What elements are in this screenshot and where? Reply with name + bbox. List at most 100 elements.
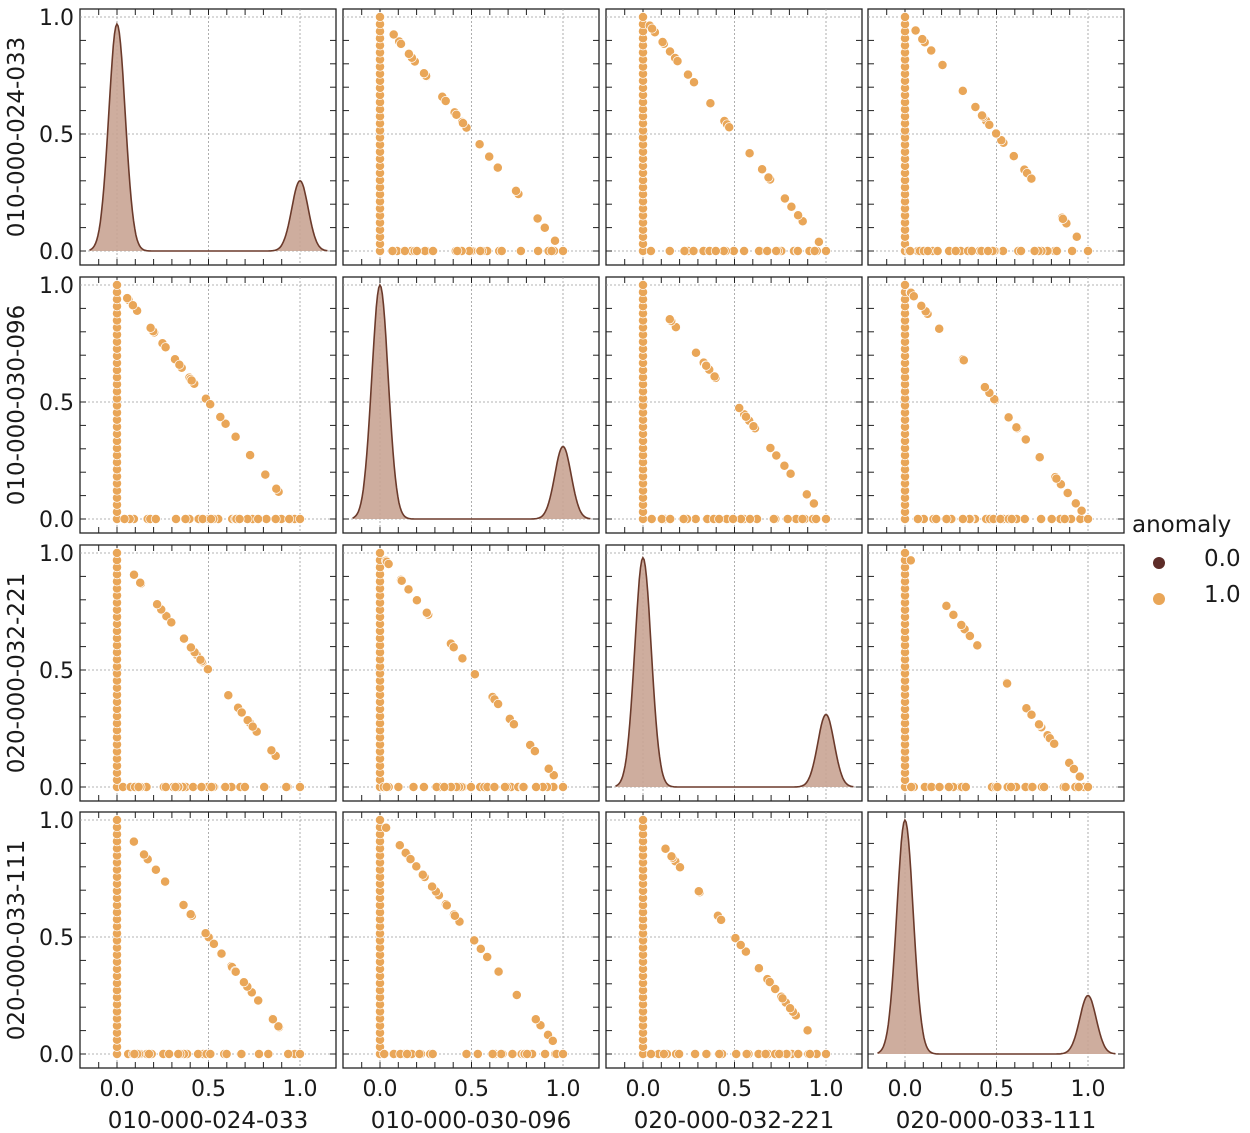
scatter-point — [916, 300, 927, 311]
y-tick-label: 0.0 — [39, 240, 74, 265]
scatter-point — [710, 246, 721, 256]
scatter-point — [533, 246, 544, 256]
scatter-point — [230, 431, 241, 442]
scatter-point — [253, 514, 264, 524]
scatter-point — [1049, 738, 1060, 749]
scatter-point — [1067, 246, 1078, 256]
scatter-point — [943, 782, 954, 792]
scatter-point — [801, 489, 812, 500]
scatter-point — [193, 1049, 204, 1059]
scatter-point — [964, 631, 975, 641]
scatter-point — [941, 600, 952, 611]
scatter-point — [638, 280, 648, 290]
scatter-point — [540, 1049, 551, 1059]
scatter-point — [206, 514, 216, 524]
scatter-point — [765, 443, 776, 453]
scatter-point — [530, 1014, 541, 1025]
y-tick-label: 0.5 — [39, 659, 74, 684]
scatter-point — [532, 213, 543, 224]
scatter-point — [1034, 719, 1044, 730]
scatter-point — [992, 782, 1003, 792]
legend-label-1: 1.0 — [1204, 582, 1241, 608]
scatter-point — [1034, 452, 1045, 463]
scatter-point — [543, 763, 554, 774]
scatter-point — [427, 1049, 438, 1059]
scatter-point — [458, 118, 468, 129]
scatter-point — [672, 56, 683, 67]
scatter-point — [375, 815, 385, 825]
scatter-point — [665, 514, 676, 524]
scatter-point — [908, 291, 919, 302]
scatter-point — [408, 782, 419, 792]
scatter-point — [1083, 514, 1093, 524]
scatter-point — [716, 914, 727, 925]
x-tick-label: 0.0 — [888, 1077, 923, 1102]
scatter-point — [283, 1049, 294, 1059]
scatter-point — [638, 12, 648, 22]
scatter-point — [518, 782, 529, 792]
scatter-point — [558, 246, 568, 256]
scatter-point — [950, 246, 961, 256]
kde-line — [615, 555, 854, 788]
scatter-point — [638, 815, 648, 825]
scatter-point — [180, 514, 191, 524]
scatter-point — [208, 938, 219, 949]
scatter-point — [770, 984, 781, 994]
panel-1-3 — [867, 276, 1125, 534]
scatter-point — [457, 653, 468, 664]
panel-2-2 — [605, 544, 863, 802]
panel-2-0: 0.0 0.5 1.0 020-000-032-221 — [4, 542, 337, 802]
scatter-point — [196, 782, 207, 792]
scatter-point — [714, 514, 725, 524]
scatter-point — [728, 514, 739, 524]
scatter-point — [664, 314, 675, 325]
scatter-point — [381, 822, 392, 833]
scatter-point — [777, 993, 788, 1004]
scatter-point — [1060, 782, 1071, 792]
scatter-point — [220, 418, 231, 429]
scatter-point — [387, 246, 398, 256]
scatter-point — [129, 1049, 140, 1059]
scatter-point — [379, 1049, 390, 1059]
scatter-point — [970, 102, 981, 112]
scatter-point — [546, 246, 557, 256]
scatter-point — [245, 450, 256, 461]
scatter-point — [960, 782, 971, 792]
panel-1-2 — [605, 276, 863, 534]
scatter-point — [500, 782, 510, 792]
scatter-point — [394, 840, 405, 851]
y-tick-label: 1.0 — [39, 6, 74, 31]
scatter-point — [811, 514, 822, 524]
scatter-point — [220, 782, 231, 792]
scatter-point — [804, 1049, 815, 1059]
scatter-point — [660, 843, 671, 854]
scatter-point — [1027, 782, 1038, 792]
scatter-point — [482, 952, 493, 962]
scatter-point — [215, 412, 226, 422]
scatter-point — [393, 782, 404, 792]
scatter-point — [972, 640, 983, 651]
scatter-point — [957, 514, 968, 524]
scatter-point — [259, 782, 270, 792]
x-tick-label: 0.5 — [454, 1077, 489, 1102]
scatter-point — [263, 1049, 274, 1059]
scatter-point — [664, 246, 675, 256]
panel-frame — [605, 8, 863, 266]
scatter-point — [202, 664, 213, 675]
scatter-point — [448, 642, 459, 653]
panel-0-1 — [342, 8, 600, 266]
scatter-point — [821, 1049, 831, 1059]
scatter-point — [937, 60, 948, 70]
scatter-point — [926, 45, 937, 56]
scatter-point — [786, 201, 797, 212]
scatter-point — [693, 886, 704, 897]
scatter-point — [428, 246, 438, 256]
scatter-point — [511, 185, 521, 196]
x-axis-label: 020-000-033-111 — [896, 1108, 1097, 1129]
scatter-point — [135, 577, 146, 588]
scatter-point — [122, 293, 133, 304]
panel-3-2: 0.0 0.5 1.0 020-000-032-221 — [605, 811, 863, 1133]
x-tick-label: 1.0 — [283, 1077, 318, 1102]
scatter-point — [295, 1049, 305, 1059]
